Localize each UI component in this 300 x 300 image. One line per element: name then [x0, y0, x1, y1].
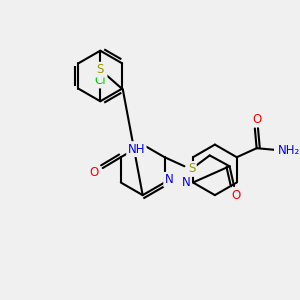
- Text: N: N: [182, 176, 190, 189]
- Text: S: S: [188, 163, 195, 176]
- Text: NH₂: NH₂: [278, 143, 300, 157]
- Text: O: O: [231, 189, 241, 202]
- Text: Cl: Cl: [94, 74, 106, 87]
- Text: O: O: [89, 166, 98, 179]
- Text: O: O: [252, 113, 261, 126]
- Text: NH: NH: [128, 142, 145, 156]
- Text: N: N: [165, 173, 173, 186]
- Text: S: S: [97, 63, 104, 76]
